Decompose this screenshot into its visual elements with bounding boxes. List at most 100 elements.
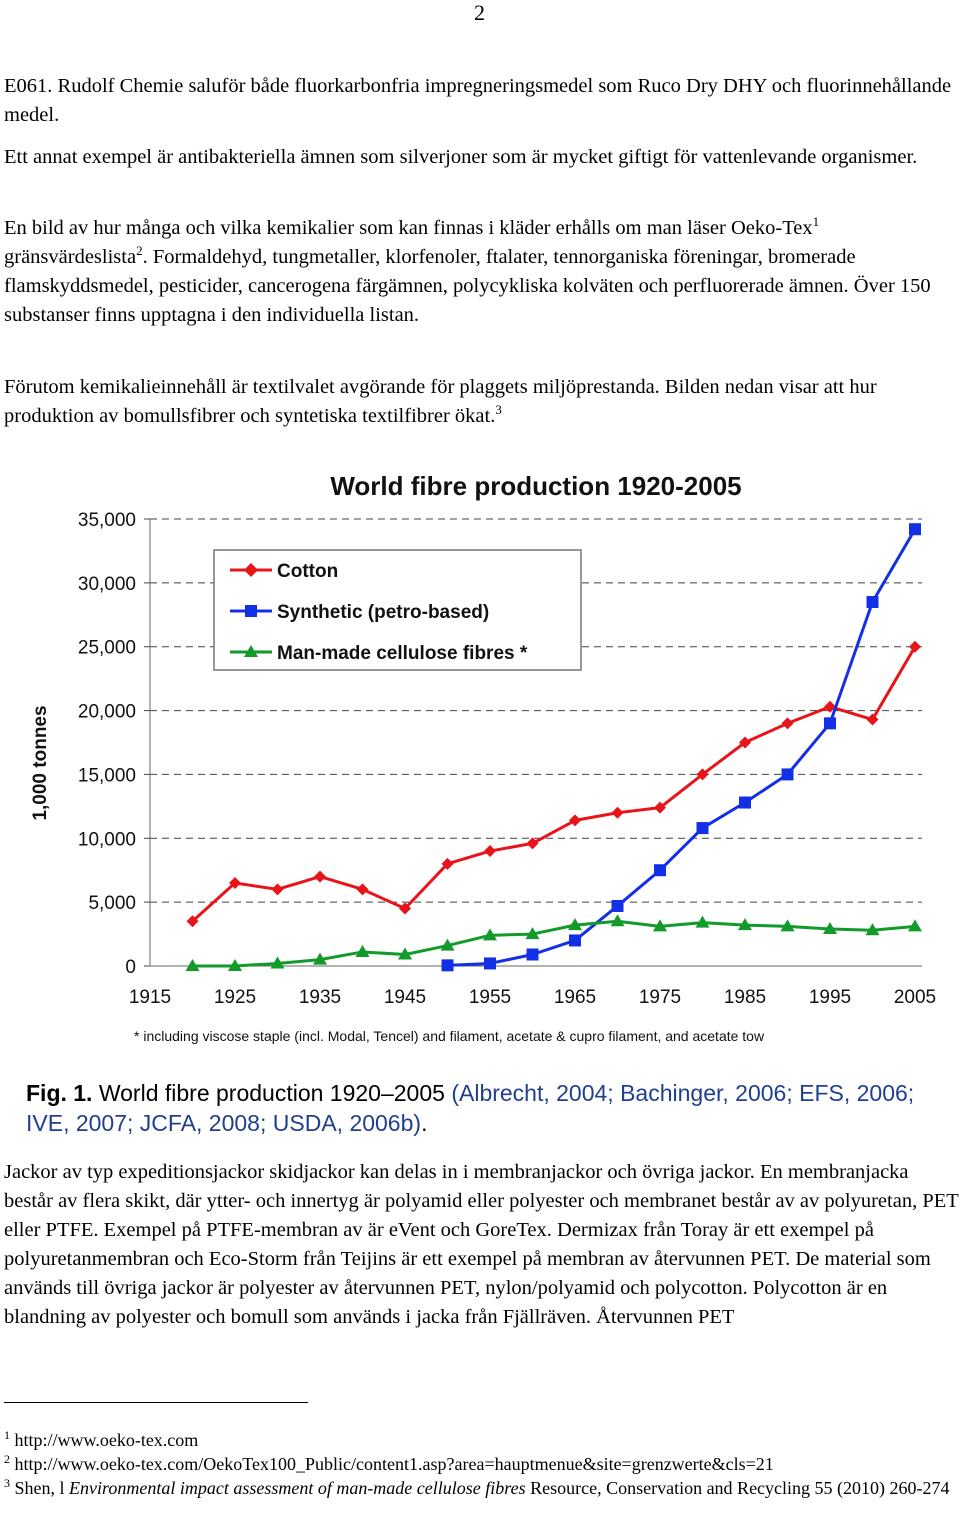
y-axis-label: 1,000 tonnes	[30, 705, 51, 820]
data-point-cellulose	[525, 927, 540, 940]
y-tick-label: 15,000	[78, 765, 136, 786]
x-tick-label: 1965	[554, 987, 596, 1008]
data-point-synthetic	[909, 523, 921, 536]
y-tick-label: 5,000	[88, 893, 136, 914]
data-point-cotton	[484, 845, 496, 858]
data-point-cotton	[696, 768, 709, 781]
y-tick-label: 20,000	[78, 702, 136, 723]
series-line-cellulose	[192, 919, 916, 968]
footnote-ref-1: 1	[812, 214, 820, 230]
data-point-cotton	[356, 883, 369, 896]
legend-label-cellulose: Man-made cellulose fibres *	[277, 643, 528, 664]
data-point-cotton	[611, 806, 624, 819]
legend-marker-synthetic	[245, 605, 257, 617]
footnote-1-link[interactable]: http://www.oeko-tex.com	[14, 1430, 199, 1450]
data-point-cellulose	[568, 918, 582, 931]
y-axis-ticks: 35,000 30,000 25,000 20,000 15,000 10,000 5,00…	[78, 510, 150, 978]
x-tick-label: 1955	[469, 987, 511, 1008]
x-tick-label: 1995	[809, 987, 851, 1008]
data-point-cotton	[441, 857, 454, 870]
data-point-synthetic	[654, 864, 666, 877]
text-textile-choice: Förutom kemikalieinnehåll är textilvalet…	[4, 376, 877, 427]
footnote-3-title: Environmental impact assessment of man-m…	[69, 1478, 526, 1498]
fibre-production-chart: World fibre production 1920-2005 1,000 t…	[30, 471, 936, 1044]
data-point-cellulose	[440, 938, 455, 951]
chart-footnote: * including viscose staple (incl. Modal,…	[134, 1028, 765, 1044]
figure-label: Fig. 1.	[26, 1080, 93, 1106]
footnote-separator	[4, 1402, 308, 1403]
figure-caption: Fig. 1. World fibre production 1920–2005…	[26, 1078, 956, 1138]
legend-label-synthetic: Synthetic (petro-based)	[277, 602, 489, 623]
series-line-synthetic	[447, 528, 917, 967]
legend-label-cotton: Cotton	[277, 561, 338, 582]
x-tick-label: 1985	[724, 987, 766, 1008]
legend-marker-cotton	[244, 563, 258, 577]
data-point-cellulose	[228, 959, 242, 971]
text-oeko-tex-intro: En bild av hur många och vilka kemikalie…	[4, 217, 813, 239]
x-tick-label: 1945	[384, 987, 426, 1008]
chart-title: World fibre production 1920-2005	[330, 471, 741, 501]
text-substances: . Formaldehyd, tungmetaller, klorfenoler…	[4, 246, 931, 326]
figure-caption-text: World fibre production 1920–2005	[92, 1080, 452, 1106]
footnote-ref-2: 2	[136, 243, 143, 259]
chart-legend: Cotton Synthetic (petro-based) Man-made …	[213, 549, 582, 671]
data-point-cotton	[186, 915, 199, 928]
page-number: 2	[474, 0, 485, 25]
data-point-cotton	[781, 717, 794, 730]
data-point-cotton	[314, 870, 326, 883]
x-tick-label: 1925	[214, 987, 256, 1008]
data-point-cellulose	[483, 928, 497, 941]
y-tick-label: 10,000	[78, 829, 136, 850]
y-tick-label: 30,000	[78, 574, 136, 595]
data-point-synthetic	[739, 796, 751, 809]
paragraph-rudolf-chemie: E061. Rudolf Chemie saluför både fluorka…	[4, 75, 952, 126]
data-point-cellulose	[185, 959, 200, 971]
data-point-synthetic	[569, 934, 581, 947]
data-point-synthetic	[526, 948, 539, 961]
data-point-cellulose	[313, 952, 327, 965]
data-point-cotton	[569, 814, 581, 827]
data-point-synthetic	[441, 959, 454, 972]
x-axis-ticks: 1915 1925 1935 1945 1955 1965 1975 1985 1995 2005	[129, 987, 936, 1008]
paragraph-oeko-tex: En bild av hur många och vilka kemikalie…	[4, 214, 959, 330]
data-point-synthetic	[484, 957, 496, 970]
y-tick-label: 25,000	[78, 638, 136, 659]
data-point-cellulose	[823, 921, 837, 934]
data-point-cotton	[909, 640, 921, 653]
series-line-cotton	[191, 645, 917, 923]
data-point-cellulose	[695, 915, 710, 928]
x-tick-label: 1975	[639, 987, 681, 1008]
data-point-cellulose	[398, 947, 412, 960]
footnote-ref-3: 3	[495, 402, 502, 418]
legend-box	[213, 549, 582, 671]
data-point-synthetic	[611, 899, 624, 912]
footnotes: 1 http://www.oeko-tex.com 2 http://www.o…	[4, 1428, 959, 1500]
y-tick-label: 0	[125, 957, 136, 978]
data-point-cotton	[229, 876, 241, 889]
data-point-cotton	[866, 713, 879, 726]
data-point-cellulose	[610, 914, 625, 927]
x-tick-label: 1915	[129, 987, 171, 1008]
footnote-2-link[interactable]: http://www.oeko-tex.com/OekoTex100_Publi…	[14, 1454, 774, 1474]
series-layer	[185, 523, 922, 972]
x-tick-label: 1935	[299, 987, 341, 1008]
data-point-cotton	[399, 902, 411, 915]
paragraph-jackets: Jackor av typ expeditionsjackor skidjack…	[4, 1161, 959, 1328]
x-tick-label: 2005	[894, 987, 936, 1008]
figure-caption-refs: (Albrecht, 2004; Bachinger, 2006; EFS, 2…	[26, 1080, 915, 1136]
footnote-2: 2 http://www.oeko-tex.com/OekoTex100_Pub…	[4, 1452, 774, 1474]
data-point-synthetic	[696, 822, 709, 835]
data-point-cellulose	[355, 944, 370, 957]
figure-caption-end: .	[421, 1110, 428, 1136]
data-point-cellulose	[780, 919, 795, 932]
data-point-cellulose	[653, 919, 667, 932]
footnote-1: 1 http://www.oeko-tex.com	[4, 1428, 199, 1450]
data-point-cotton	[526, 837, 539, 850]
footnote-3: 3 Shen, l Environmental impact assessmen…	[4, 1476, 950, 1498]
data-point-cellulose	[908, 919, 922, 932]
legend-marker-cellulose	[244, 645, 258, 657]
data-point-cellulose	[270, 956, 285, 969]
text-limit-list: gränsvärdeslista	[4, 246, 137, 268]
data-point-cotton	[824, 700, 836, 713]
data-point-cotton	[654, 801, 666, 814]
